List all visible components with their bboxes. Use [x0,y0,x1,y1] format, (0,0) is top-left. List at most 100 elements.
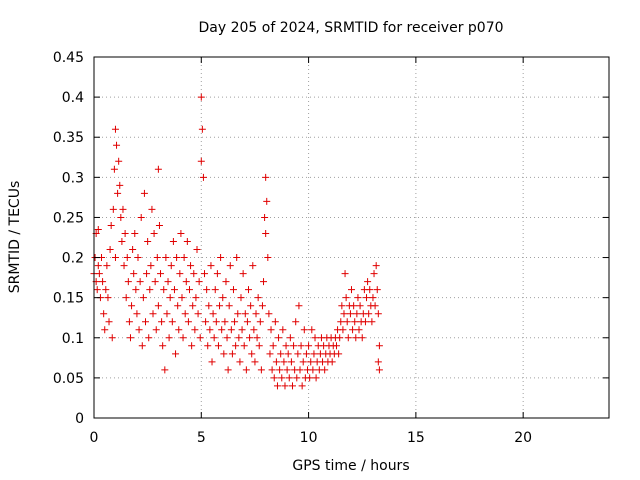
data-point [229,286,237,294]
data-point [348,286,355,294]
data-point [108,334,116,342]
data-point [307,358,315,366]
data-point [372,262,380,270]
data-point [154,165,162,173]
data-point [195,278,203,286]
data-point [193,246,201,254]
data-point [271,318,279,326]
x-tick-label: 20 [514,430,532,446]
y-tick-label: 0.1 [62,331,84,347]
data-point [176,270,184,278]
data-point [284,350,292,358]
data-point [238,326,246,334]
data-point [236,358,244,366]
data-point [285,374,293,382]
data-point [185,286,193,294]
data-point [335,350,343,358]
data-point [143,270,151,278]
data-point [154,302,162,310]
data-point [245,286,252,294]
y-tick-label: 0.05 [53,371,84,387]
data-point [243,318,251,326]
data-point [309,366,317,374]
data-point [258,302,266,310]
data-point [134,254,142,262]
data-point [231,318,239,326]
data-point [350,302,358,310]
data-point [296,366,304,374]
data-point [189,302,197,310]
data-point [227,326,235,334]
data-point [283,366,291,374]
x-tick-label: 15 [407,430,425,446]
data-point [353,310,361,318]
data-point [212,318,220,326]
data-point [183,238,191,246]
data-point [354,294,362,302]
data-point [273,382,281,390]
data-point [297,342,305,350]
data-point [241,310,249,318]
data-point [235,334,243,342]
data-point [264,254,272,262]
data-point [102,286,110,294]
data-point [139,294,147,302]
data-point [169,238,177,246]
data-point [270,374,278,382]
data-point [374,358,382,366]
data-point [204,342,212,350]
data-point [109,205,117,213]
data-point [336,334,344,342]
data-point [268,366,276,374]
data-point [155,221,163,229]
data-point [126,334,134,342]
data-point [202,318,210,326]
y-axis-label: SRMTID / TECUs [7,181,23,294]
data-point [211,286,219,294]
data-point [262,229,270,237]
x-tick-label: 0 [90,430,99,446]
data-point [352,334,360,342]
data-point [188,342,196,350]
y-tick-label: 0.4 [62,90,84,106]
data-point [292,318,300,326]
data-point [206,326,214,334]
data-point [251,358,259,366]
data-point [132,286,140,294]
data-point [131,229,139,237]
data-point [300,326,308,334]
data-point [137,213,145,221]
data-point [166,294,174,302]
data-point [256,318,264,326]
data-point [340,310,348,318]
data-point [351,318,359,326]
data-point [120,262,128,270]
data-point [153,254,161,262]
data-point [240,342,248,350]
data-point [342,294,350,302]
data-point [262,173,270,181]
data-point [286,334,294,342]
data-point [145,334,153,342]
data-point [217,254,225,262]
data-point [365,310,373,318]
data-point [366,286,374,294]
data-point [116,181,124,189]
data-point [224,366,232,374]
data-point [146,286,154,294]
data-point [118,238,126,246]
data-point [128,302,136,310]
y-tick-label: 0.35 [53,130,84,146]
data-point [101,326,109,334]
data-point [306,374,314,382]
data-point [221,318,229,326]
data-point [216,302,224,310]
x-tick-label: 5 [197,430,206,446]
data-point [356,302,364,310]
y-tick-label: 0.2 [62,251,84,267]
x-axis-label: GPS time / hours [292,458,409,474]
data-point [252,310,260,318]
data-point [281,382,289,390]
data-point [115,157,123,165]
data-point [138,342,146,350]
